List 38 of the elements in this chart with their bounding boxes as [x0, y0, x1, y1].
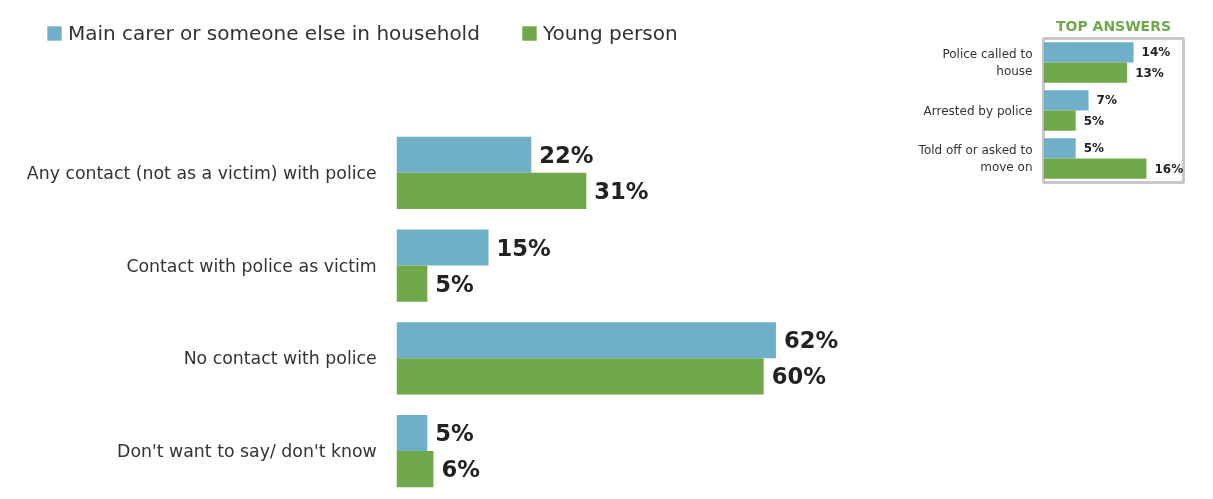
y-tick-label: No contact with police [183, 348, 377, 369]
legend-label: Main carer or someone else in household [68, 21, 480, 45]
data-label: 15% [496, 234, 551, 261]
legend-label: Young person [542, 21, 678, 45]
data-label: 60% [771, 363, 826, 390]
chart-title: TOP ANSWERS [1055, 17, 1172, 34]
y-tick-label: Police called to house [942, 47, 1033, 78]
data-label: 16% [1154, 161, 1184, 176]
bar [396, 136, 532, 173]
y-tick-label: Any contact (not as a victim) with police [26, 162, 377, 183]
bar [1043, 62, 1128, 83]
data-label: 6% [441, 456, 480, 483]
data-label: 22% [539, 141, 594, 168]
bar [1043, 42, 1134, 63]
bar [1043, 158, 1147, 179]
data-label: 5% [435, 420, 474, 447]
data-label: 5% [435, 270, 474, 297]
data-label: 62% [783, 327, 839, 354]
bar [396, 414, 428, 452]
y-tick-label: Told off or asked to move on [917, 143, 1033, 174]
bar [1043, 138, 1076, 159]
data-label: 7% [1096, 93, 1117, 108]
bar [396, 229, 489, 266]
data-label: 5% [1083, 113, 1105, 128]
data-label: 31% [594, 177, 649, 204]
data-label: 13% [1135, 65, 1164, 80]
data-label: 5% [1083, 141, 1105, 156]
y-tick-label: Arrested by police [923, 103, 1033, 118]
bar [1043, 90, 1089, 111]
bar [396, 451, 434, 488]
y-tick-label: Don't want to say/ don't know [117, 441, 377, 462]
bar [396, 265, 428, 302]
bar [396, 172, 587, 210]
bar [396, 358, 764, 395]
data-label: 14% [1141, 45, 1171, 60]
bar [396, 322, 776, 359]
bar [1043, 110, 1076, 131]
y-tick-label: Contact with police as victim [126, 255, 377, 276]
